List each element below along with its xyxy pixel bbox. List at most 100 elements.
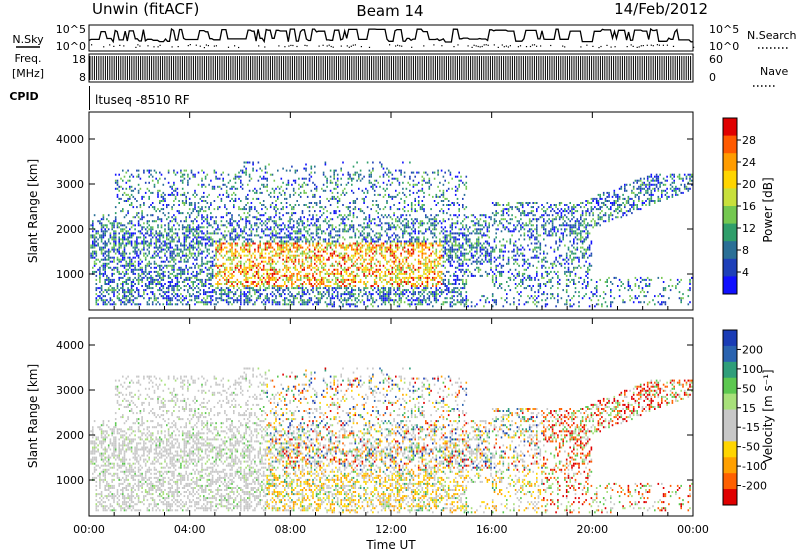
power-echo-cell [144, 228, 147, 231]
power-echo-cell [183, 244, 186, 247]
power-echo-cell [296, 242, 298, 245]
power-echo-cell [361, 244, 364, 247]
power-echo-cell [343, 297, 346, 300]
power-echo-cell [139, 268, 142, 271]
power-echo-cell [123, 272, 126, 275]
power-echo-cell [361, 246, 364, 249]
power-echo-cell [275, 214, 277, 217]
power-echo-cell [174, 197, 177, 200]
power-echo-cell [280, 228, 283, 231]
power-echo-cell [146, 254, 149, 257]
power-echo-cell [372, 258, 374, 261]
power-echo-cell [275, 187, 277, 190]
power-echo-cell [211, 285, 214, 287]
power-echo-cell [372, 305, 374, 308]
nsearch-point [187, 45, 189, 47]
power-echo-cell [222, 234, 224, 237]
power-echo-cell [148, 189, 150, 192]
power-echo-cell [391, 181, 394, 184]
power-echo-cell [354, 206, 357, 209]
power-echo-cell [252, 274, 254, 277]
power-echo-cell [359, 258, 362, 261]
power-echo-cell [206, 202, 209, 204]
power-echo-cell [269, 244, 272, 247]
power-echo-cell [153, 270, 156, 273]
power-echo-cell [312, 240, 314, 243]
power-echo-cell [250, 230, 253, 233]
power-echo-cell [403, 232, 406, 235]
power-echo-cell [197, 183, 200, 186]
power-echo-cell [391, 276, 394, 279]
power-echo-cell [261, 260, 263, 263]
power-echo-cell [289, 270, 291, 273]
power-echo-cell [336, 195, 339, 198]
power-echo-cell [234, 230, 237, 233]
power-echo-cell [345, 268, 348, 271]
power-echo-cell [146, 293, 149, 296]
power-echo-cell [199, 268, 202, 271]
power-echo-cell [380, 299, 383, 302]
power-echo-cell [343, 270, 346, 273]
power-echo-cell [273, 189, 276, 192]
nsearch-point [346, 45, 348, 47]
power-echo-cell [261, 293, 263, 296]
power-echo-cell [275, 236, 277, 239]
power-echo-cell [178, 228, 180, 231]
power-echo-cell [231, 254, 233, 257]
power-echo-cell [298, 224, 300, 227]
power-echo-cell [343, 187, 346, 190]
power-echo-cell [299, 232, 302, 235]
power-echo-cell [343, 266, 346, 269]
power-echo-cell [294, 260, 297, 263]
power-echo-cell [365, 226, 367, 229]
power-echo-cell [352, 202, 355, 204]
power-echo-cell [171, 258, 173, 261]
power-echo-cell [335, 183, 337, 186]
power-echo-cell [187, 270, 189, 273]
power-echo-cell [266, 222, 268, 225]
power-echo-cell [197, 234, 200, 237]
power-echo-cell [289, 248, 291, 251]
power-echo-cell [349, 303, 351, 306]
power-echo-cell [379, 234, 381, 237]
power-echo-cell [106, 224, 108, 227]
power-echo-cell [139, 303, 142, 306]
power-echo-cell [317, 283, 320, 285]
power-echo-cell [257, 297, 260, 300]
power-echo-cell [160, 260, 163, 263]
power-echo-cell [99, 268, 101, 271]
power-echo-cell [134, 268, 136, 271]
power-echo-cell [215, 264, 217, 267]
power-echo-cell [386, 299, 388, 302]
power-echo-cell [243, 293, 246, 296]
power-echo-cell [218, 297, 221, 300]
power-echo-cell [273, 248, 276, 251]
power-echo-cell [349, 177, 351, 180]
power-echo-cell [125, 171, 128, 174]
power-echo-cell [111, 238, 113, 241]
power-echo-cell [349, 272, 351, 275]
power-echo-cell [343, 252, 346, 255]
power-echo-cell [301, 246, 304, 249]
power-echo-cell [269, 218, 272, 221]
power-echo-cell [284, 193, 286, 196]
power-echo-cell [255, 283, 258, 285]
power-echo-cell [382, 293, 385, 296]
power-echo-cell [166, 218, 168, 221]
power-echo-cell [389, 293, 392, 296]
power-echo-cell [396, 281, 399, 283]
power-echo-cell [229, 289, 231, 292]
power-echo-cell [315, 301, 318, 304]
power-echo-cell [271, 258, 274, 261]
power-echo-cell [197, 240, 200, 243]
power-echo-cell [282, 228, 284, 231]
power-echo-cell [317, 287, 320, 290]
power-echo-cell [127, 240, 129, 243]
power-echo-cell [264, 242, 267, 245]
power-echo-cell [231, 276, 233, 279]
power-echo-cell [167, 193, 170, 196]
power-echo-cell [271, 295, 274, 298]
power-echo-cell [107, 256, 110, 259]
power-echo-cell [396, 179, 399, 182]
power-echo-cell [398, 218, 401, 221]
